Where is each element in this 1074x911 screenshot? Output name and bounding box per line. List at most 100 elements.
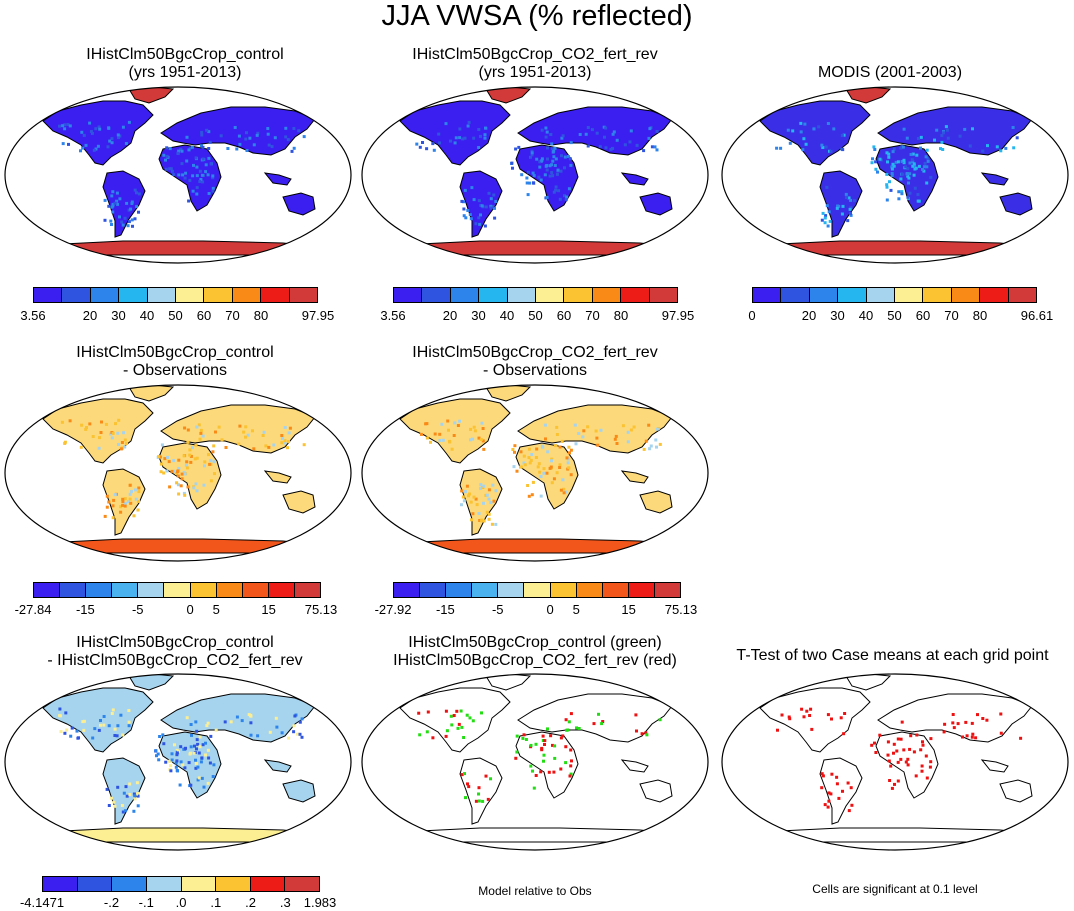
panel3-title: MODIS (2001-2003) bbox=[715, 64, 1065, 82]
grid-cell bbox=[892, 147, 896, 151]
continent-shape bbox=[399, 687, 511, 753]
grid-cell bbox=[840, 134, 844, 137]
grid-cell bbox=[876, 170, 879, 174]
grid-cell bbox=[569, 764, 573, 768]
grid-cell bbox=[555, 425, 559, 429]
grid-cell bbox=[912, 162, 916, 166]
grid-cell bbox=[175, 759, 179, 763]
grid-cell bbox=[461, 495, 465, 499]
grid-cell bbox=[479, 486, 483, 490]
grid-cell bbox=[555, 172, 559, 176]
grid-cell bbox=[941, 148, 945, 151]
grid-cell bbox=[613, 437, 617, 441]
grid-cell bbox=[919, 748, 923, 752]
grid-cell bbox=[548, 466, 552, 470]
grid-cell bbox=[166, 455, 170, 459]
continent-shape bbox=[42, 687, 154, 753]
grid-cell bbox=[923, 161, 927, 165]
grid-cell bbox=[458, 127, 462, 131]
grid-cell bbox=[267, 445, 271, 449]
grid-cell bbox=[540, 157, 544, 161]
grid-cell bbox=[457, 722, 461, 726]
grid-cell bbox=[943, 722, 947, 726]
grid-cell bbox=[489, 777, 492, 781]
grid-cell bbox=[829, 792, 833, 796]
grid-cell bbox=[111, 504, 115, 508]
grid-cell bbox=[482, 484, 486, 488]
grid-cell bbox=[908, 191, 912, 195]
grid-cell bbox=[540, 159, 544, 163]
grid-cell bbox=[115, 191, 119, 195]
grid-cell bbox=[292, 724, 296, 728]
grid-cell bbox=[542, 753, 546, 757]
grid-cell bbox=[874, 160, 878, 164]
grid-cell bbox=[510, 161, 514, 165]
grid-cell bbox=[906, 174, 910, 178]
grid-cell bbox=[217, 425, 221, 429]
grid-cell bbox=[560, 439, 564, 443]
grid-cell bbox=[484, 205, 488, 209]
continent-shape bbox=[42, 100, 154, 166]
grid-cell bbox=[209, 459, 213, 462]
grid-cell bbox=[119, 505, 123, 509]
grid-cell bbox=[189, 454, 193, 458]
grid-cell bbox=[648, 127, 652, 131]
colorbar-box bbox=[524, 583, 551, 597]
grid-cell bbox=[84, 143, 88, 147]
grid-cell bbox=[189, 745, 193, 749]
colorbar-tick-label: 80 bbox=[972, 308, 988, 323]
significance-note: Cells are significant at 0.1 level bbox=[812, 882, 978, 896]
grid-cell bbox=[842, 133, 846, 137]
grid-cell bbox=[135, 205, 139, 209]
grid-cell bbox=[654, 438, 658, 442]
grid-cell bbox=[890, 167, 894, 171]
grid-cell bbox=[526, 193, 530, 197]
grid-cell bbox=[621, 424, 625, 428]
colorbar-tick-label: 97.95 bbox=[301, 308, 335, 323]
grid-cell bbox=[462, 207, 466, 211]
grid-cell bbox=[415, 142, 419, 146]
grid-cell bbox=[130, 202, 134, 205]
grid-cell bbox=[493, 206, 496, 210]
grid-cell bbox=[827, 799, 831, 803]
colorbar-box bbox=[34, 288, 63, 302]
continent-shape bbox=[158, 731, 222, 799]
grid-cell bbox=[162, 153, 166, 157]
grid-cell bbox=[655, 130, 659, 133]
grid-cell bbox=[136, 508, 140, 512]
grid-cell bbox=[986, 144, 989, 148]
grid-cell bbox=[809, 707, 813, 711]
grid-cell bbox=[191, 174, 195, 178]
grid-cell bbox=[460, 199, 464, 203]
grid-cell bbox=[121, 733, 125, 737]
grid-cell bbox=[522, 454, 526, 458]
grid-cell bbox=[237, 134, 241, 138]
grid-cell bbox=[878, 157, 882, 161]
grid-cell bbox=[117, 136, 121, 140]
grid-cell bbox=[559, 169, 563, 173]
grid-cell bbox=[418, 145, 422, 149]
grid-cell bbox=[626, 430, 630, 434]
continent-shape bbox=[759, 100, 871, 166]
grid-cell bbox=[154, 749, 158, 753]
grid-cell bbox=[835, 775, 839, 779]
grid-cell bbox=[193, 744, 196, 748]
grid-cell bbox=[444, 734, 448, 738]
grid-cell bbox=[110, 205, 114, 209]
grid-cell bbox=[490, 522, 494, 526]
grid-cell bbox=[823, 803, 827, 807]
grid-cell bbox=[477, 792, 480, 796]
colorbar-tick-label: 97.95 bbox=[661, 308, 695, 323]
grid-cell bbox=[452, 434, 456, 437]
grid-cell bbox=[575, 726, 578, 730]
grid-cell bbox=[100, 420, 103, 424]
grid-cell bbox=[974, 736, 978, 740]
grid-cell bbox=[204, 163, 208, 167]
grid-cell bbox=[284, 135, 288, 139]
colorbar-box bbox=[119, 288, 148, 302]
grid-cell bbox=[123, 809, 127, 813]
grid-cell bbox=[237, 442, 241, 446]
grid-cell bbox=[933, 138, 936, 142]
grid-cell bbox=[107, 804, 111, 807]
grid-cell bbox=[172, 459, 176, 463]
